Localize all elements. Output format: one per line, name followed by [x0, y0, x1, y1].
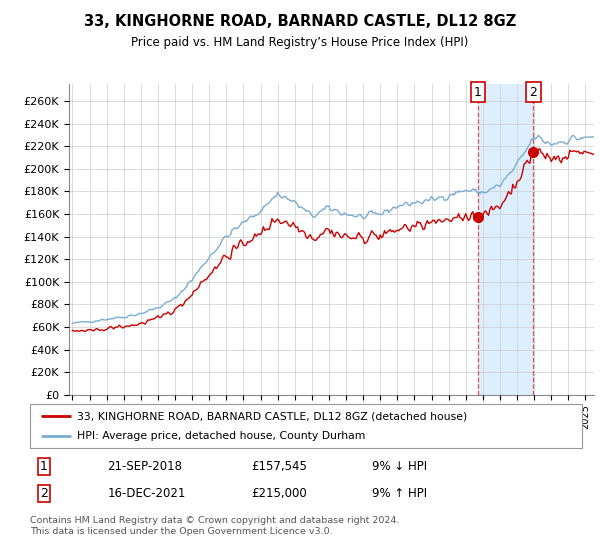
Text: 2: 2	[530, 86, 538, 99]
Text: 9% ↑ HPI: 9% ↑ HPI	[372, 487, 427, 500]
Text: 33, KINGHORNE ROAD, BARNARD CASTLE, DL12 8GZ: 33, KINGHORNE ROAD, BARNARD CASTLE, DL12…	[84, 14, 516, 29]
Text: 33, KINGHORNE ROAD, BARNARD CASTLE, DL12 8GZ (detached house): 33, KINGHORNE ROAD, BARNARD CASTLE, DL12…	[77, 411, 467, 421]
Text: 21-SEP-2018: 21-SEP-2018	[107, 460, 182, 473]
Text: 16-DEC-2021: 16-DEC-2021	[107, 487, 185, 500]
FancyBboxPatch shape	[30, 404, 582, 448]
Text: HPI: Average price, detached house, County Durham: HPI: Average price, detached house, Coun…	[77, 431, 365, 441]
Text: 1: 1	[40, 460, 48, 473]
Text: 1: 1	[474, 86, 482, 99]
Bar	[478, 84, 533, 395]
Text: 9% ↓ HPI: 9% ↓ HPI	[372, 460, 427, 473]
Text: Contains HM Land Registry data © Crown copyright and database right 2024.
This d: Contains HM Land Registry data © Crown c…	[30, 516, 400, 536]
Text: Price paid vs. HM Land Registry’s House Price Index (HPI): Price paid vs. HM Land Registry’s House …	[131, 36, 469, 49]
Text: 2: 2	[40, 487, 48, 500]
Text: £215,000: £215,000	[251, 487, 307, 500]
Text: £157,545: £157,545	[251, 460, 307, 473]
